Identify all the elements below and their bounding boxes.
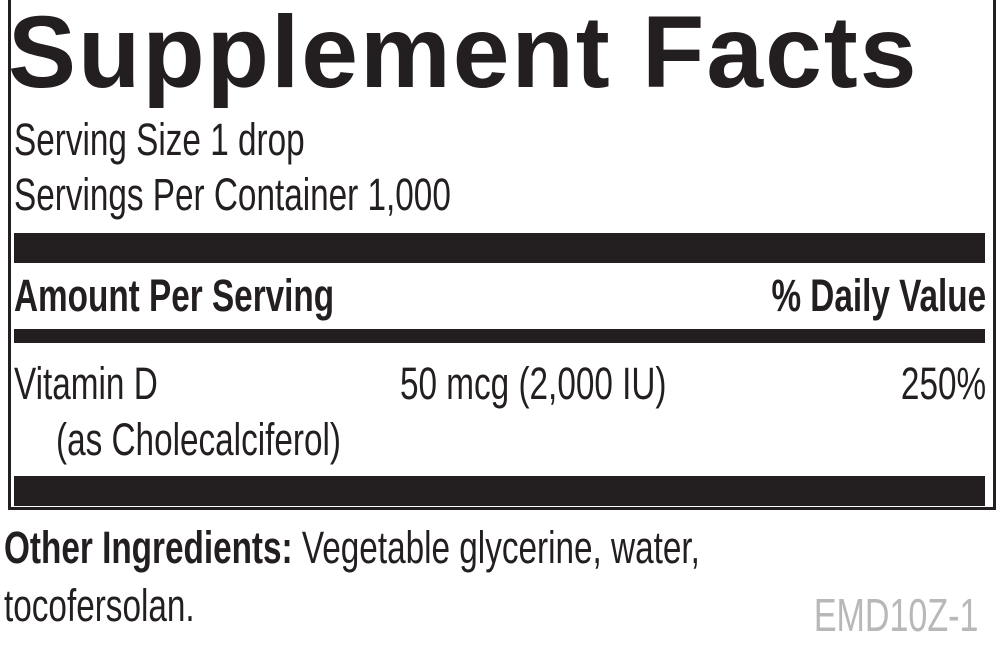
other-ingredients-text-cont: tocofersolan. [4, 580, 195, 631]
thick-divider [14, 233, 985, 263]
facts-panel-border [8, 0, 996, 510]
other-ingredients-label: Other Ingredients: [4, 522, 293, 573]
other-ingredients-text: Vegetable glycerine, water, [301, 522, 700, 573]
servings-per-container: Servings Per Container 1,000 [14, 169, 451, 220]
nutrient-source: (as Cholecalciferol) [56, 414, 342, 465]
other-ingredients: Other Ingredients: Vegetable glycerine, … [4, 522, 700, 574]
panel-title: Supplement Facts [8, 0, 919, 109]
nutrient-amount: 50 mcg (2,000 IU) [400, 358, 667, 409]
nutrient-daily-value: 250% [900, 358, 986, 409]
product-code: EMD10Z-1 [813, 589, 978, 641]
medium-divider [14, 329, 985, 343]
serving-size: Serving Size 1 drop [14, 114, 305, 165]
nutrient-name: Vitamin D [14, 358, 158, 409]
amount-per-serving-header: Amount Per Serving [14, 270, 335, 321]
daily-value-header: % Daily Value [771, 270, 986, 321]
thick-divider-bottom [14, 476, 985, 506]
